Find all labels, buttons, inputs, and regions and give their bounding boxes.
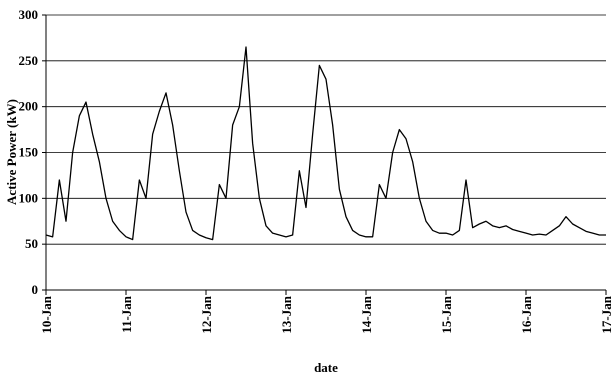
y-tick-label: 50 [25,236,38,251]
y-tick-label: 200 [19,99,39,114]
y-tick-label: 300 [19,7,39,22]
x-tick-label: 17-Jan [599,295,611,333]
y-tick-label: 250 [19,53,39,68]
x-tick-label: 12-Jan [199,295,214,333]
y-tick-label: 100 [19,190,39,205]
x-tick-label: 15-Jan [439,295,454,333]
data-line [45,46,606,241]
y-axis-title: Active Power (kW) [4,99,19,205]
y-tick-label: 0 [32,282,39,297]
x-tick-label: 10-Jan [39,295,54,333]
x-tick-label: 13-Jan [279,295,294,333]
x-tick-label: 11-Jan [119,295,134,333]
y-tick-label: 150 [19,145,39,160]
x-tick-label: 16-Jan [519,295,534,333]
x-tick-label: 14-Jan [359,295,374,333]
x-axis-title: date [314,360,338,375]
